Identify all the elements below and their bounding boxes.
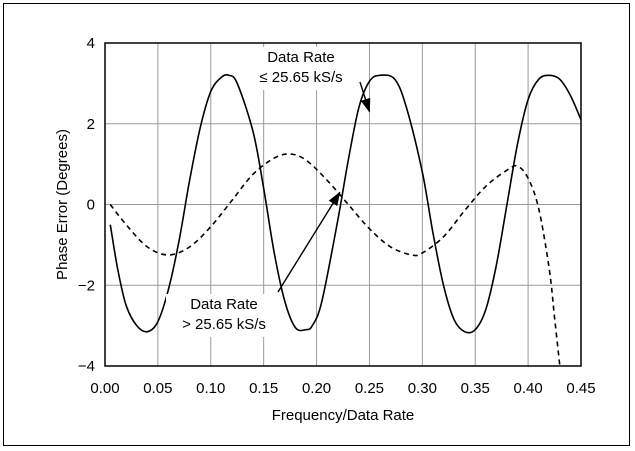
series-line-solid [109,73,581,334]
series-group [109,73,581,366]
y-tick-label: −4 [78,358,95,375]
x-tick-label: 0.10 [196,380,225,397]
series-line-dashed [109,153,561,366]
y-tick-label: 4 [87,35,95,52]
annotation-text-line: Data Rate [190,296,258,313]
annotation-background [166,294,282,337]
y-tick-label: 0 [87,197,95,214]
x-axis-ticks: 0.00 0.05 0.10 0.15 0.20 0.25 0.30 0.35 0.40 0.45 [90,380,595,397]
x-axis-label: Frequency/Data Rate [272,407,415,424]
annotation-arrow [359,81,371,113]
x-tick-label: 0.20 [302,380,331,397]
y-tick-label: 2 [87,116,95,133]
grid-lines [105,43,581,366]
x-tick-label: 0.30 [408,380,437,397]
annotation-text-line: ≤ 25.65 kS/s [259,69,342,86]
y-tick-label: −2 [78,277,95,294]
x-tick-label: 0.25 [355,380,384,397]
x-tick-label: 0.00 [90,380,119,397]
x-tick-label: 0.15 [249,380,278,397]
annotations: Data Rate ≤ 25.65 kS/s Data Rate > 25.65 kS… [166,47,371,337]
x-tick-label: 0.05 [143,380,172,397]
x-tick-label: 0.40 [514,380,543,397]
y-axis-ticks: 4 2 0 −2 −4 [78,35,95,375]
annotation-text-line: Data Rate [267,49,335,66]
annotation-1: Data Rate ≤ 25.65 kS/s [243,47,371,113]
y-axis-label: Phase Error (Degrees) [54,129,71,280]
x-tick-label: 0.35 [461,380,490,397]
annotation-background [243,47,359,90]
annotation-arrow [277,191,341,293]
x-tick-label: 0.45 [566,380,595,397]
annotation-2: Data Rate > 25.65 kS/s [166,191,341,337]
plot-area-border [104,42,582,367]
annotation-text-line: > 25.65 kS/s [182,316,266,333]
